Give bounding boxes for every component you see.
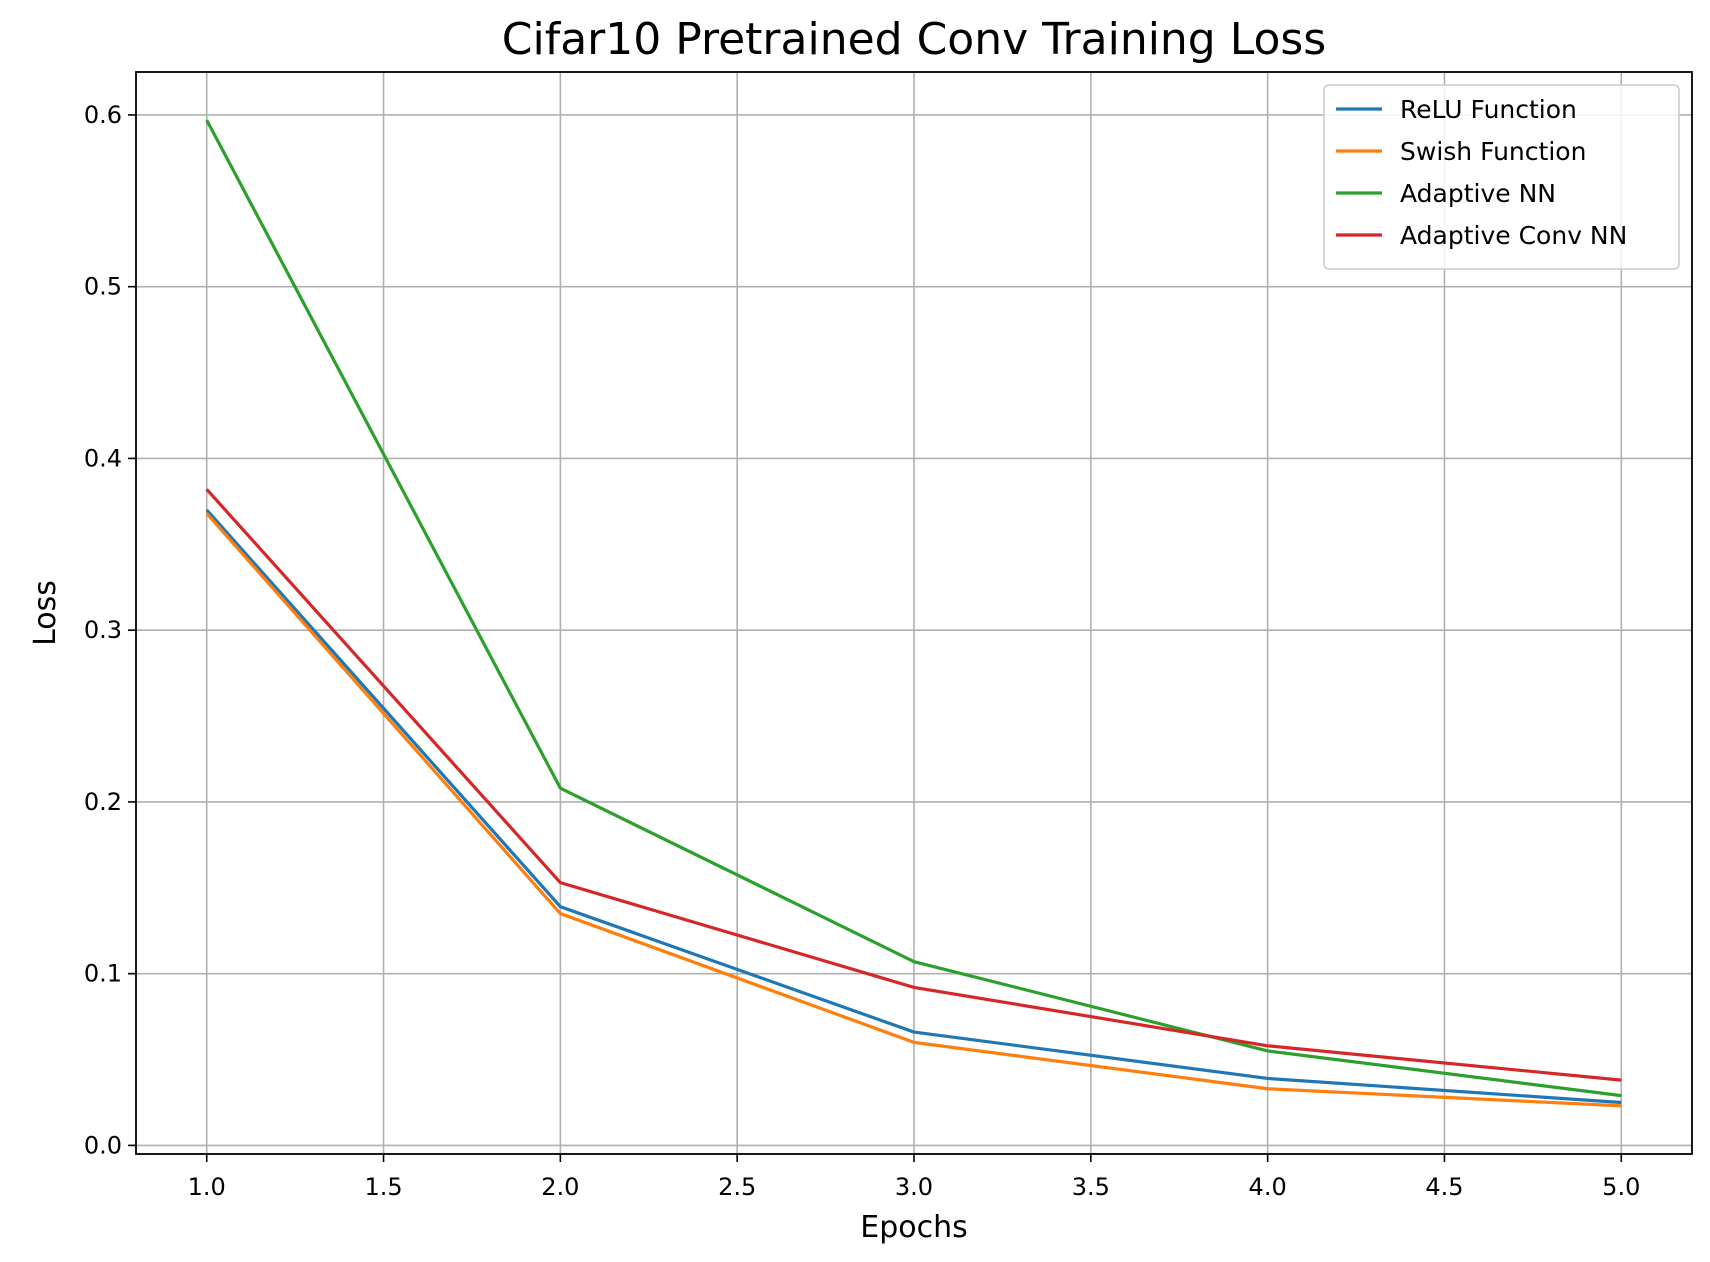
x-axis-label: Epochs [860,1210,968,1245]
legend: ReLU Function Swish Function Adaptive NN Ad… [1323,84,1680,270]
series-line-adaptive-nn [205,119,1622,1098]
x-tick-label: 5.0 [1602,1173,1640,1201]
legend-box [1323,84,1680,270]
axis-ticks: 1.0 1.5 2.0 2.5 3.0 3.5 4.0 4.5 5.0 0.0 0.1 0.2 0.3 0… [84,101,1641,1201]
x-tick-label: 4.5 [1425,1173,1463,1201]
legend-label: Adaptive NN [1400,179,1556,208]
series-line-adaptive-conv-nn [205,488,1622,1082]
series-line-relu-function [205,508,1622,1105]
chart-title: Cifar10 Pretrained Conv Training Loss [502,14,1326,65]
legend-label: Swish Function [1400,137,1586,166]
x-tick-label: 2.5 [718,1173,756,1201]
x-tick-label: 1.0 [188,1173,226,1201]
series-line-swish-function [205,512,1622,1108]
x-tick-label: 4.0 [1249,1173,1287,1201]
y-tick-label: 0.2 [84,788,122,816]
x-tick-label: 2.0 [541,1173,579,1201]
y-tick-label: 0.0 [84,1131,122,1159]
y-tick-label: 0.1 [84,960,122,988]
x-tick-label: 1.5 [364,1173,402,1201]
legend-label: Adaptive Conv NN [1400,221,1627,250]
x-tick-label: 3.0 [895,1173,933,1201]
legend-label: ReLU Function [1400,95,1577,124]
y-tick-label: 0.6 [84,101,122,129]
y-axis-label: Loss [28,580,63,646]
y-tick-label: 0.3 [84,616,122,644]
x-tick-label: 3.5 [1072,1173,1110,1201]
y-tick-label: 0.4 [84,444,122,472]
y-tick-label: 0.5 [84,273,122,301]
series-lines [205,119,1622,1108]
